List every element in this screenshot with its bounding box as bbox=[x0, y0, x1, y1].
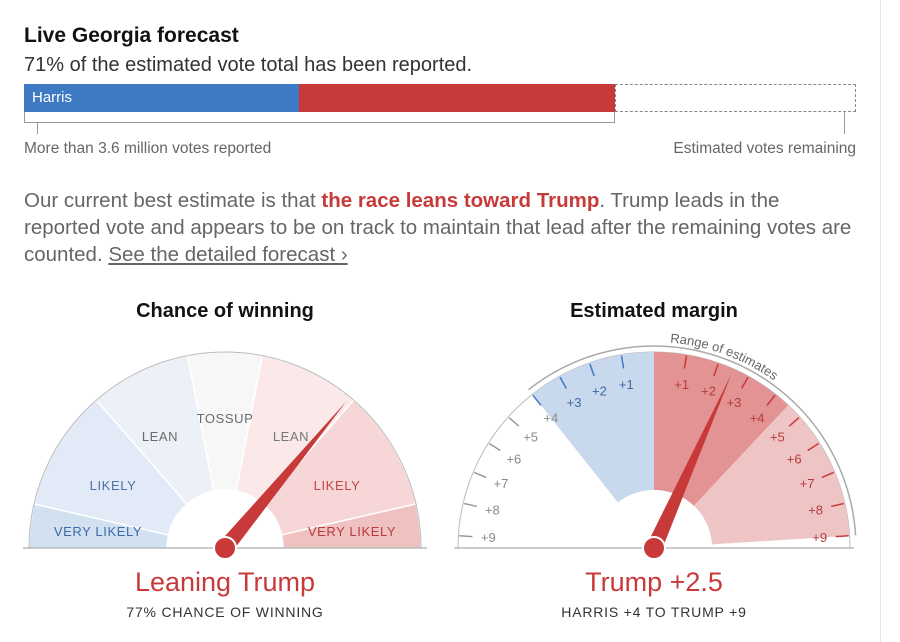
vote-progress-bar: Harris bbox=[24, 84, 856, 112]
harris-tick bbox=[559, 376, 567, 389]
page-subtitle: 71% of the estimated vote total has been… bbox=[24, 54, 473, 76]
harris-tick-label: +8 bbox=[485, 503, 500, 518]
harris-tick-label: +4 bbox=[543, 410, 558, 425]
trump-tick bbox=[835, 535, 849, 538]
page-title: Live Georgia forecast bbox=[24, 24, 239, 47]
trump-tick bbox=[683, 355, 688, 369]
harris-tick bbox=[532, 394, 542, 406]
chance-segment-label: VERY LIKELY bbox=[54, 524, 142, 539]
harris-tick-label: +5 bbox=[523, 429, 538, 444]
summary-middle: . Trump leads in the reported vote and a… bbox=[24, 189, 852, 266]
range-arc bbox=[528, 345, 857, 536]
chance-outline bbox=[28, 351, 422, 549]
trump-tick-label: +3 bbox=[727, 395, 742, 410]
trump-bar bbox=[299, 84, 615, 112]
harris-tick-label: +1 bbox=[619, 377, 634, 392]
trump-tick bbox=[713, 363, 719, 377]
summary-highlight: the race leans toward Trump bbox=[321, 189, 600, 212]
harris-tick bbox=[473, 471, 487, 479]
chance-segment-label: LIKELY bbox=[314, 478, 361, 493]
trump-tick-label: +5 bbox=[770, 429, 785, 444]
trump-tick bbox=[741, 376, 749, 389]
margin-gauge: Range of estimates+1+2+3+4+5+6+7+8+9+1 +2… bbox=[454, 331, 857, 560]
chance-segment-label: LEAN bbox=[273, 429, 309, 444]
chance-segment-label: TOSSUP bbox=[197, 411, 254, 426]
trump-tick-label: +1 bbox=[674, 377, 689, 392]
harris-tick-label: +3 bbox=[567, 395, 582, 410]
reported-tick bbox=[37, 122, 38, 134]
right-divider bbox=[880, 0, 881, 642]
margin-needle-hub bbox=[642, 536, 666, 560]
trump-tick bbox=[807, 442, 820, 452]
reported-bracket bbox=[24, 112, 615, 123]
chance-needle-hub bbox=[213, 536, 237, 560]
trump-tick-label: +7 bbox=[800, 476, 815, 491]
harris-tick bbox=[459, 535, 473, 538]
harris-tick bbox=[620, 355, 625, 369]
summary-prefix: Our current best estimate is that bbox=[24, 189, 322, 212]
chance-detail: 77% CHANCE OF WINNING bbox=[126, 604, 324, 620]
harris-range-area bbox=[532, 352, 654, 503]
trump-tick-label: +8 bbox=[808, 503, 823, 518]
trump-tick-label: +4 bbox=[750, 410, 765, 425]
chance-gauge-title: Chance of winning bbox=[136, 300, 314, 322]
harris-tick bbox=[508, 416, 520, 427]
harris-tick-label: +2 bbox=[592, 384, 607, 399]
chance-needle bbox=[218, 401, 347, 554]
harris-tick bbox=[463, 502, 477, 508]
chance-result: Leaning Trump bbox=[134, 567, 316, 597]
harris-tick bbox=[488, 442, 501, 452]
harris-tick bbox=[589, 363, 595, 377]
trump-tick-label: +6 bbox=[787, 452, 802, 467]
harris-bar-label: Harris bbox=[32, 89, 72, 106]
remaining-tick bbox=[844, 112, 845, 134]
trump-tick bbox=[766, 394, 776, 406]
trump-tick-label: +9 bbox=[812, 530, 827, 545]
harris-tick-label: +6 bbox=[506, 452, 521, 467]
remaining-votes-bar bbox=[614, 84, 856, 112]
forecast-summary: Our current best estimate is that the ra… bbox=[24, 187, 854, 268]
reported-caption: More than 3.6 million votes reported bbox=[24, 140, 272, 157]
margin-hub-area bbox=[596, 490, 712, 548]
trump-tick bbox=[788, 416, 800, 427]
chance-gauge: VERY LIKELY LIKELY LEAN TOSSUP LEAN LIKELY VER… bbox=[23, 351, 427, 560]
harris-tick-label: +9 bbox=[481, 530, 496, 545]
harris-tick-label: +7 bbox=[494, 476, 509, 491]
remaining-caption: Estimated votes remaining bbox=[673, 140, 856, 157]
chance-segment-label: LIKELY bbox=[90, 478, 137, 493]
margin-needle bbox=[646, 374, 732, 552]
margin-result: Trump +2.5 bbox=[585, 567, 723, 597]
margin-detail: HARRIS +4 TO TRUMP +9 bbox=[561, 604, 747, 620]
detailed-forecast-link[interactable]: See the detailed forecast › bbox=[108, 243, 348, 266]
chance-segment-label: LEAN bbox=[142, 429, 178, 444]
chance-segment-label: VERY LIKELY bbox=[308, 524, 396, 539]
trump-tick bbox=[821, 471, 835, 479]
margin-gauge-title: Estimated margin bbox=[570, 300, 738, 322]
harris-bar: Harris bbox=[24, 84, 300, 112]
trump-tick bbox=[831, 502, 845, 508]
trump-tick-label: +2 bbox=[701, 384, 716, 399]
